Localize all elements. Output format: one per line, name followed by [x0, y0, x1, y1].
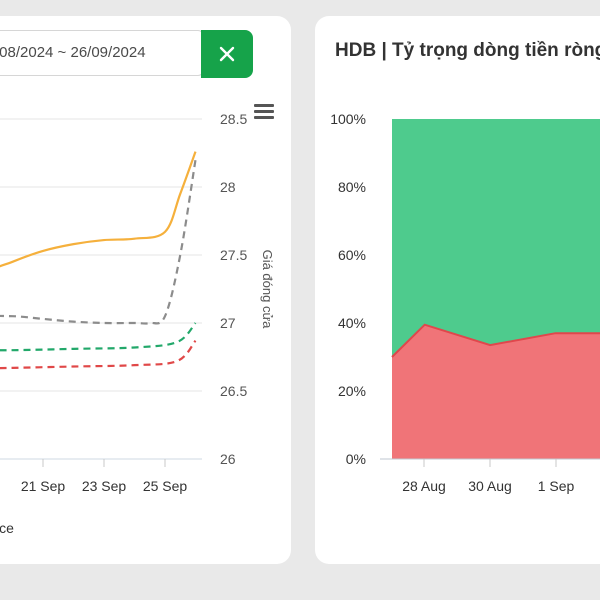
x-tick-label: 21 Sep	[21, 478, 66, 494]
series-line	[391, 323, 600, 358]
right-axis-title: Giá đóng cửa	[260, 250, 275, 330]
y-tick-label: 0%	[346, 451, 366, 467]
y-tick-label: 80%	[338, 179, 366, 195]
date-range-text: /08/2024 ~ 26/09/2024	[0, 44, 146, 61]
series-line	[0, 159, 197, 325]
y-tick-label: 27	[220, 315, 236, 331]
y-tick-label: 60%	[338, 247, 366, 263]
y-tick-label: 26.5	[220, 383, 247, 399]
series-line	[0, 151, 197, 268]
close-icon	[219, 46, 235, 62]
series-area	[392, 119, 600, 357]
x-tick-label: 28 Aug	[402, 478, 446, 494]
y-tick-label: 28	[220, 179, 236, 195]
clear-date-button[interactable]	[201, 30, 253, 78]
y-tick-label: 27.5	[220, 247, 247, 263]
series-area	[392, 324, 600, 459]
y-tick-label: 26	[220, 451, 236, 467]
x-tick-label: 23 Sep	[82, 478, 127, 494]
y-tick-label: 20%	[338, 383, 366, 399]
y-tick-label: 28.5	[220, 111, 247, 127]
netflow-chart-title: HDB | Tỷ trọng dòng tiền ròng	[335, 40, 600, 61]
series-line	[0, 322, 197, 352]
x-tick-label: 25 Sep	[143, 478, 188, 494]
y-tick-label: 100%	[330, 111, 366, 127]
series-line	[0, 339, 197, 370]
y-tick-label: 40%	[338, 315, 366, 331]
x-tick-label: 30 Aug	[468, 478, 512, 494]
price-chart-card	[0, 16, 291, 564]
chart-menu-icon[interactable]	[254, 104, 274, 120]
legend-item-label: ice	[0, 520, 14, 536]
date-range-input[interactable]: /08/2024 ~ 26/09/2024	[0, 30, 204, 76]
x-tick-label: 1 Sep	[538, 478, 575, 494]
